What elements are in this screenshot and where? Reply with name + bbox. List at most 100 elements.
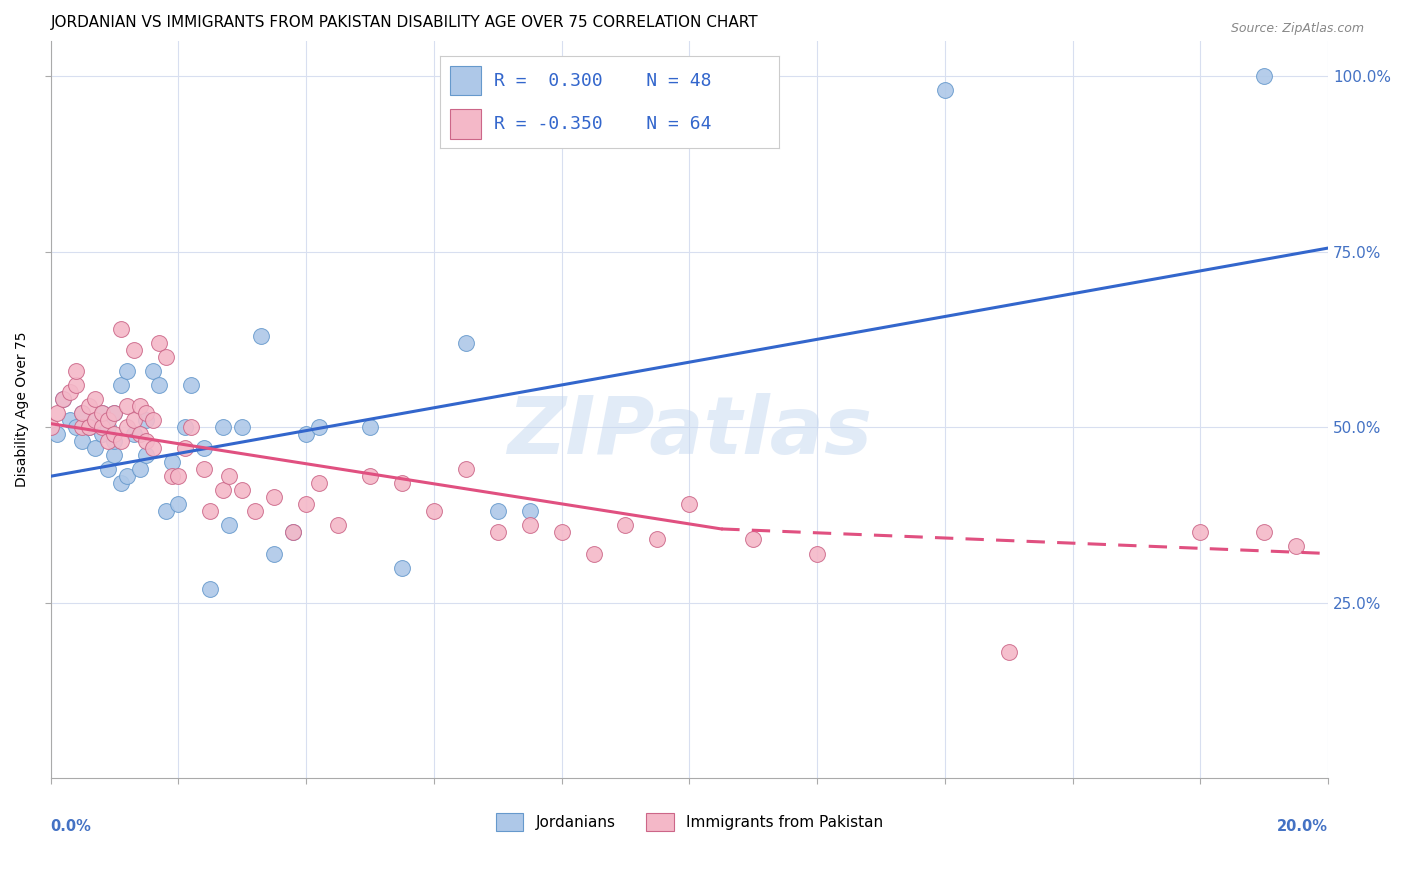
Point	[103, 427, 125, 442]
Point	[135, 448, 157, 462]
Point	[129, 399, 152, 413]
Point	[359, 420, 381, 434]
Point	[135, 406, 157, 420]
Point	[84, 392, 107, 406]
Point	[65, 364, 87, 378]
Point	[193, 441, 215, 455]
Legend: Jordanians, Immigrants from Pakistan: Jordanians, Immigrants from Pakistan	[489, 807, 889, 837]
Point	[110, 434, 132, 449]
Point	[167, 469, 190, 483]
Point	[212, 483, 235, 498]
Point	[231, 483, 253, 498]
Point	[218, 518, 240, 533]
Point	[155, 504, 177, 518]
Point	[129, 462, 152, 476]
Point	[142, 413, 165, 427]
Point	[97, 413, 120, 427]
Point	[806, 547, 828, 561]
Point	[218, 469, 240, 483]
Point	[647, 533, 669, 547]
Point	[122, 343, 145, 357]
Point	[283, 525, 305, 540]
Point	[423, 504, 446, 518]
Point	[1253, 69, 1275, 83]
Point	[115, 364, 138, 378]
Point	[142, 364, 165, 378]
Point	[160, 469, 183, 483]
Point	[295, 427, 318, 442]
Point	[326, 518, 349, 533]
Point	[52, 392, 75, 406]
Point	[122, 427, 145, 442]
Point	[59, 384, 82, 399]
Text: 20.0%: 20.0%	[1277, 819, 1329, 834]
Point	[90, 406, 112, 420]
Text: ZIPatlas: ZIPatlas	[506, 392, 872, 471]
Point	[359, 469, 381, 483]
Point	[45, 427, 67, 442]
Point	[90, 406, 112, 420]
Point	[231, 420, 253, 434]
Point	[582, 547, 605, 561]
Point	[115, 399, 138, 413]
Point	[243, 504, 266, 518]
Point	[103, 406, 125, 420]
Point	[77, 420, 100, 434]
Point	[84, 441, 107, 455]
Point	[65, 378, 87, 392]
Point	[72, 406, 94, 420]
Text: 0.0%: 0.0%	[51, 819, 91, 834]
Point	[454, 462, 477, 476]
Point	[77, 399, 100, 413]
Point	[103, 448, 125, 462]
Point	[148, 335, 170, 350]
Point	[486, 525, 509, 540]
Point	[155, 350, 177, 364]
Point	[103, 434, 125, 449]
Point	[52, 392, 75, 406]
Point	[173, 441, 195, 455]
Point	[142, 441, 165, 455]
Point	[614, 518, 637, 533]
Point	[97, 462, 120, 476]
Text: Source: ZipAtlas.com: Source: ZipAtlas.com	[1230, 22, 1364, 36]
Point	[263, 491, 285, 505]
Point	[263, 547, 285, 561]
Point	[45, 406, 67, 420]
Text: JORDANIAN VS IMMIGRANTS FROM PAKISTAN DISABILITY AGE OVER 75 CORRELATION CHART: JORDANIAN VS IMMIGRANTS FROM PAKISTAN DI…	[51, 15, 758, 30]
Point	[391, 476, 413, 491]
Point	[180, 378, 202, 392]
Point	[678, 497, 700, 511]
Point	[519, 504, 541, 518]
Point	[72, 420, 94, 434]
Point	[486, 504, 509, 518]
Y-axis label: Disability Age Over 75: Disability Age Over 75	[15, 332, 30, 487]
Point	[90, 427, 112, 442]
Point	[519, 518, 541, 533]
Point	[39, 420, 62, 434]
Point	[200, 582, 222, 596]
Point	[283, 525, 305, 540]
Point	[72, 406, 94, 420]
Point	[454, 335, 477, 350]
Point	[391, 560, 413, 574]
Point	[308, 420, 330, 434]
Point	[308, 476, 330, 491]
Point	[90, 420, 112, 434]
Point	[1253, 525, 1275, 540]
Point	[115, 469, 138, 483]
Point	[65, 420, 87, 434]
Point	[135, 413, 157, 427]
Point	[84, 413, 107, 427]
Point	[122, 413, 145, 427]
Point	[129, 427, 152, 442]
Point	[1285, 540, 1308, 554]
Point	[1189, 525, 1212, 540]
Point	[148, 378, 170, 392]
Point	[103, 406, 125, 420]
Point	[742, 533, 765, 547]
Point	[77, 420, 100, 434]
Point	[173, 420, 195, 434]
Point	[135, 434, 157, 449]
Point	[167, 497, 190, 511]
